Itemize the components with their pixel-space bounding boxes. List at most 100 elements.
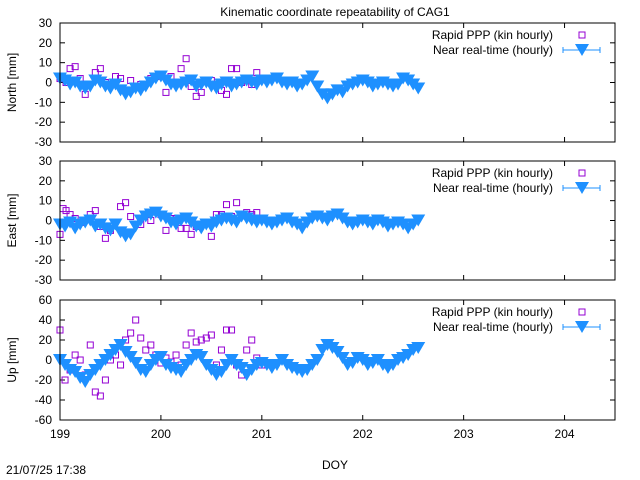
- y-tick-label: 20: [39, 333, 53, 347]
- rapid-ppp-point: [192, 92, 200, 100]
- plot-frame: [59, 160, 616, 281]
- near-real-time-point: [310, 354, 325, 366]
- rapid-ppp-point: [182, 55, 190, 63]
- rapid-ppp-point: [233, 199, 241, 207]
- rapid-ppp-point: [223, 326, 230, 334]
- y-tick-label: -20: [35, 253, 53, 267]
- y-tick-label: 20: [39, 36, 53, 50]
- y-tick-label: 0: [45, 76, 52, 90]
- legend-label: Near real-time (hourly): [433, 181, 553, 195]
- near-real-time-point: [575, 44, 589, 56]
- rapid-ppp-point: [147, 341, 155, 349]
- rapid-ppp-point: [71, 63, 79, 71]
- near-real-time-point: [108, 218, 123, 231]
- near-real-time-point: [310, 80, 325, 93]
- rapid-ppp-point: [127, 329, 135, 337]
- near-real-time-point: [194, 351, 209, 363]
- y-axis-label: Up [mm]: [5, 337, 19, 382]
- y-tick-label: 60: [39, 293, 53, 307]
- near-real-time-point: [174, 366, 189, 378]
- y-axis-label: North [mm]: [5, 53, 19, 112]
- rapid-ppp-point: [91, 207, 99, 215]
- chart-panel-east: -30 -20 -10 0 10 20 30 East [mm] Rapid PPP (kin …: [5, 154, 616, 287]
- rapid-ppp-point: [117, 203, 125, 211]
- rapid-ppp-point: [223, 90, 230, 98]
- y-tick-label: 0: [45, 214, 52, 228]
- plot-frame: [59, 299, 616, 421]
- rapid-ppp-point: [127, 213, 135, 221]
- rapid-ppp-point: [578, 169, 586, 177]
- legend-label: Rapid PPP (kin hourly): [432, 305, 553, 319]
- y-tick-label: 0: [45, 353, 52, 367]
- rapid-ppp-point: [122, 199, 130, 207]
- x-tick-label: 199: [50, 427, 70, 441]
- rapid-ppp-point: [578, 31, 586, 39]
- rapid-ppp-point: [117, 361, 125, 369]
- rapid-ppp-point: [578, 308, 586, 316]
- legend-label: Near real-time (hourly): [433, 320, 553, 334]
- rapid-ppp-point: [66, 65, 74, 73]
- near-real-time-point: [575, 321, 589, 333]
- y-tick-label: 10: [39, 56, 53, 70]
- rapid-ppp-point: [207, 232, 215, 240]
- y-tick-label: 30: [39, 16, 53, 30]
- near-real-time-point: [411, 342, 426, 354]
- rapid-ppp-point: [132, 316, 140, 324]
- y-tick-label: -60: [35, 413, 53, 427]
- rapid-ppp-point: [76, 356, 84, 364]
- rapid-ppp-point: [187, 329, 195, 337]
- near-real-time-point: [123, 228, 138, 241]
- rapid-ppp-point: [182, 341, 190, 349]
- rapid-ppp-point: [162, 88, 170, 96]
- near-real-time-point: [153, 351, 168, 363]
- plot-frame: [59, 22, 616, 143]
- x-tick-label: 202: [353, 427, 373, 441]
- rapid-ppp-point: [61, 376, 69, 384]
- rapid-ppp-point: [223, 201, 230, 209]
- chart-panel-up: -60 -40 -20 0 20 40 60 199 200 201 202 203 204 Up [mm…: [5, 293, 616, 441]
- x-tick-label: 200: [151, 427, 171, 441]
- near-real-time-point: [234, 362, 249, 374]
- y-tick-label: 20: [39, 174, 53, 188]
- rapid-ppp-point: [233, 65, 241, 73]
- rapid-ppp-point: [243, 346, 251, 354]
- x-axis-label: DOY: [322, 458, 348, 472]
- rapid-ppp-point: [86, 341, 94, 349]
- near-real-time-point: [78, 376, 93, 388]
- chart-title: Kinematic coordinate repeatability of CA…: [220, 5, 450, 19]
- near-real-time-point: [138, 366, 153, 378]
- legend-label: Rapid PPP (kin hourly): [432, 166, 553, 180]
- rapid-ppp-point: [62, 207, 70, 215]
- rapid-ppp-point: [101, 376, 109, 384]
- rapid-ppp-point: [217, 346, 225, 354]
- rapid-ppp-point: [192, 338, 200, 346]
- legend-label: Near real-time (hourly): [433, 43, 553, 57]
- y-axis-label: East [mm]: [5, 193, 19, 247]
- y-tick-label: -30: [35, 135, 53, 149]
- x-tick-label: 204: [555, 427, 575, 441]
- rapid-ppp-point: [162, 226, 170, 234]
- y-tick-label: -10: [35, 95, 53, 109]
- rapid-ppp-point: [142, 346, 150, 354]
- near-real-time-point: [335, 352, 350, 364]
- rapid-ppp-point: [172, 351, 180, 359]
- rapid-ppp-point: [207, 331, 215, 339]
- x-tick-label: 203: [454, 427, 474, 441]
- rapid-ppp-point: [137, 334, 145, 342]
- rapid-ppp-point: [96, 65, 104, 73]
- near-real-time-point: [575, 182, 589, 194]
- rapid-ppp-point: [96, 392, 104, 400]
- y-tick-label: -20: [35, 115, 53, 129]
- rapid-ppp-point: [228, 326, 236, 334]
- legend-label: Rapid PPP (kin hourly): [432, 28, 553, 42]
- y-tick-label: 30: [39, 154, 53, 168]
- rapid-ppp-point: [91, 388, 99, 396]
- rapid-ppp-point: [187, 230, 195, 238]
- rapid-ppp-point: [177, 65, 185, 73]
- rapid-ppp-point: [197, 336, 205, 344]
- chart-panel-north: -30 -20 -10 0 10 20 30 North [mm] Rapid PPP (kin…: [5, 16, 616, 149]
- y-tick-label: -20: [35, 373, 53, 387]
- timestamp: 21/07/25 17:38: [6, 463, 86, 477]
